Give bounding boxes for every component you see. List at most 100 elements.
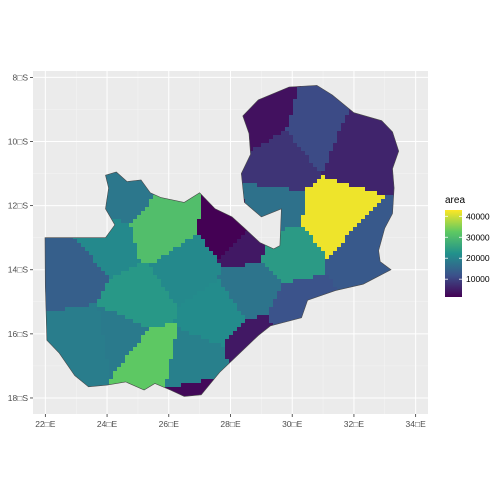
district-cell [337,171,342,176]
district-cell [221,235,226,240]
district-cell [385,199,390,204]
district-cell [365,155,370,160]
district-cell [141,207,146,212]
district-cell [309,235,314,240]
district-cell [229,255,234,260]
district-cell [117,191,122,196]
district-cell [73,267,78,272]
district-cell [325,131,330,136]
district-cell [389,183,394,188]
district-cell [161,211,166,216]
district-cell [133,215,138,220]
district-cell [285,243,290,248]
district-cell [189,259,194,264]
district-cell [285,195,290,200]
district-cell [201,207,206,212]
district-cell [361,119,366,124]
district-cell [325,151,330,156]
district-cell [357,251,362,256]
district-cell [113,223,118,228]
district-cell [325,243,330,248]
district-cell [265,163,270,168]
district-cell [377,179,382,184]
district-cell [77,271,82,276]
district-cell [121,243,126,248]
district-cell [145,231,150,236]
district-cell [289,119,294,124]
district-cell [317,215,322,220]
district-cell [357,203,362,208]
district-cell [269,135,274,140]
district-cell [341,227,346,232]
district-cell [45,243,50,248]
district-cell [353,247,358,252]
district-cell [277,111,282,116]
district-cell [169,203,174,208]
district-cell [125,219,130,224]
district-cell [341,219,346,224]
district-cell [289,255,294,260]
district-cell [321,251,326,256]
district-cell [225,259,230,264]
district-cell [381,223,386,228]
district-cell [317,107,322,112]
district-cell [321,191,326,196]
district-cell [293,163,298,168]
district-cell [333,211,338,216]
district-cell [297,127,302,132]
district-cell [257,199,262,204]
district-cell [245,119,250,124]
district-cell [361,219,366,224]
district-cell [377,211,382,216]
district-cell [313,163,318,168]
district-cell [357,259,362,264]
district-cell [349,247,354,252]
district-cell [201,263,206,268]
district-cell [297,119,302,124]
district-cell [301,127,306,132]
district-cell [301,143,306,148]
district-cell [377,207,382,212]
district-cell [57,259,62,264]
district-cell [265,211,270,216]
district-cell [161,263,166,268]
district-cell [309,151,314,156]
district-cell [85,251,90,256]
district-cell [269,251,274,256]
district-cell [69,263,74,268]
district-cell [313,159,318,164]
district-cell [129,199,134,204]
district-cell [261,139,266,144]
district-cell [329,107,334,112]
district-cell [61,251,66,256]
district-cell [281,143,286,148]
district-cell [249,255,254,260]
district-cell [309,143,314,148]
district-cell [141,215,146,220]
district-cell [241,263,246,268]
district-cell [253,251,258,256]
district-cell [113,171,118,176]
district-cell [265,143,270,148]
district-cell [229,219,234,224]
district-cell [377,223,382,228]
district-cell [301,151,306,156]
district-cell [161,255,166,260]
district-cell [217,231,222,236]
district-cell [293,251,298,256]
district-cell [137,219,142,224]
district-cell [377,183,382,188]
district-cell [113,179,118,184]
district-cell [245,123,250,128]
district-cell [133,259,138,264]
district-cell [109,263,114,268]
district-cell [157,211,162,216]
district-cell [285,255,290,260]
district-cell [357,199,362,204]
district-cell [85,263,90,268]
district-cell [325,127,330,132]
district-cell [353,239,358,244]
district-cell [273,151,278,156]
district-cell [121,195,126,200]
district-cell [185,223,190,228]
